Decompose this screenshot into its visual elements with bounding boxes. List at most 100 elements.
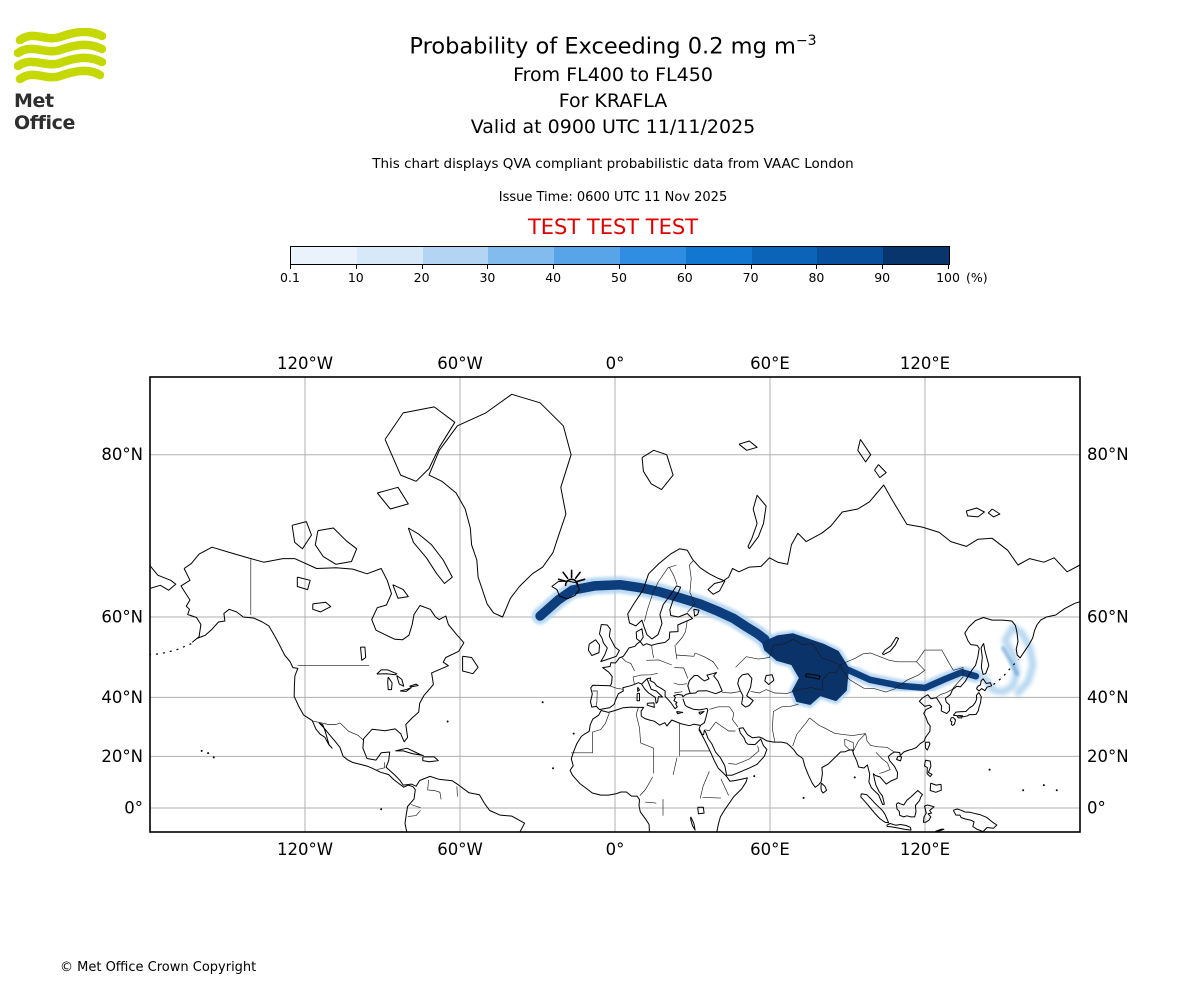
colorbar-tick bbox=[750, 264, 752, 269]
y-axis-label-right: 80°N bbox=[1087, 445, 1129, 464]
coastline bbox=[569, 698, 709, 832]
x-axis-label-bottom: 60°W bbox=[437, 840, 483, 859]
coastline bbox=[738, 440, 758, 451]
country-border bbox=[936, 689, 953, 698]
colorbar-tick bbox=[487, 264, 489, 269]
colorbar-tick bbox=[684, 264, 686, 269]
volcano-ray-icon bbox=[562, 571, 569, 580]
country-border bbox=[709, 706, 730, 710]
coastline bbox=[820, 782, 828, 794]
country-border bbox=[651, 645, 655, 658]
volcano-ray-icon bbox=[557, 578, 567, 583]
colorbar-tick bbox=[421, 264, 423, 269]
colorbar-tick-label: 30 bbox=[479, 270, 496, 285]
colorbar-tick bbox=[948, 264, 949, 269]
country-border bbox=[771, 711, 776, 743]
x-axis-label-top: 0° bbox=[606, 354, 625, 373]
country-border bbox=[840, 652, 926, 693]
coastline bbox=[409, 683, 419, 688]
colorbar-tick-labels: 0.1 10 20 30 40 50 60 70 80 90 100 bbox=[280, 270, 960, 286]
coastline bbox=[180, 568, 416, 832]
country-border bbox=[699, 771, 710, 799]
volcano-ray-icon bbox=[576, 578, 586, 583]
coastline bbox=[949, 717, 956, 726]
subtitle-volcano: For KRAFLA bbox=[558, 89, 668, 112]
country-border bbox=[610, 685, 624, 690]
coastline bbox=[296, 576, 311, 591]
plume-far-east-hook bbox=[981, 623, 1037, 697]
colorbar-segment bbox=[422, 247, 489, 264]
country-border bbox=[673, 682, 688, 686]
country-border bbox=[645, 801, 657, 804]
country-border bbox=[646, 659, 672, 666]
volcano-dome-icon bbox=[564, 578, 579, 587]
volcano-ray-icon bbox=[574, 571, 581, 580]
y-axis-label-left: 40°N bbox=[101, 688, 143, 707]
country-border bbox=[675, 620, 688, 646]
coastline bbox=[698, 729, 748, 832]
island-dot bbox=[552, 767, 554, 770]
island-dot bbox=[753, 775, 756, 778]
coastline bbox=[698, 601, 1080, 805]
x-axis-label-top: 60°E bbox=[750, 354, 790, 373]
coastline bbox=[462, 655, 479, 675]
plume-west-band bbox=[535, 579, 770, 645]
coastline bbox=[860, 793, 890, 824]
test-banner: TEST TEST TEST bbox=[527, 214, 699, 239]
colorbar-tick-label: 70 bbox=[742, 270, 759, 285]
colorbar-tick-label: 90 bbox=[874, 270, 891, 285]
island-dot bbox=[802, 796, 805, 799]
colorbar-segment bbox=[619, 247, 686, 264]
island-dot bbox=[1042, 784, 1045, 787]
plume-hook-streak bbox=[1001, 646, 1019, 676]
colorbar-segment bbox=[817, 247, 884, 264]
kuril-islands bbox=[993, 659, 1019, 685]
x-axis-label-bottom: 120°E bbox=[900, 840, 950, 859]
coastline bbox=[922, 804, 935, 823]
y-axis-label-right: 20°N bbox=[1087, 747, 1129, 766]
country-border bbox=[427, 779, 442, 800]
colorbar-ticks bbox=[290, 264, 950, 270]
coastline bbox=[697, 806, 705, 815]
coastline bbox=[590, 484, 1080, 711]
colorbar-segment bbox=[685, 247, 752, 264]
island-dot bbox=[988, 768, 991, 771]
island-dot bbox=[380, 808, 383, 811]
island-arcs bbox=[150, 643, 1019, 685]
title-superscript: −3 bbox=[795, 33, 817, 49]
x-axis-label-top: 60°W bbox=[437, 354, 483, 373]
coastline bbox=[641, 449, 674, 491]
page-title: Probability of Exceeding 0.2 mg m−3 bbox=[409, 33, 817, 60]
country-border bbox=[621, 656, 635, 672]
country-border bbox=[865, 733, 895, 753]
coastline bbox=[376, 669, 398, 676]
plume-core-region bbox=[762, 633, 849, 705]
met-office-wordmark: Met Office bbox=[14, 90, 75, 134]
y-axis-label-left: 20°N bbox=[101, 747, 143, 766]
coastline bbox=[360, 646, 367, 661]
colorbar-segment bbox=[751, 247, 818, 264]
coastline bbox=[924, 741, 931, 751]
coastline bbox=[587, 639, 600, 656]
coastline bbox=[392, 584, 409, 599]
coastline bbox=[896, 755, 903, 762]
coastline bbox=[399, 687, 412, 692]
coastline bbox=[857, 439, 872, 463]
x-axis-label-top: 120°W bbox=[277, 354, 333, 373]
coastline bbox=[747, 494, 767, 550]
country-border bbox=[844, 738, 854, 752]
map-frame bbox=[149, 376, 1081, 833]
country-borders bbox=[250, 559, 964, 817]
colorbar-tick-label: 60 bbox=[676, 270, 693, 285]
country-border bbox=[672, 757, 678, 775]
colorbar-segment bbox=[883, 247, 949, 264]
colorbar-tick-label: 0.1 bbox=[280, 270, 300, 285]
coastline bbox=[376, 486, 409, 510]
country-border bbox=[674, 691, 683, 694]
colorbar-tick bbox=[619, 264, 620, 269]
colorbar-tick bbox=[882, 264, 884, 269]
country-border bbox=[715, 721, 736, 732]
coastline bbox=[676, 711, 684, 715]
colorbar-segment bbox=[291, 247, 357, 264]
coastline bbox=[980, 643, 990, 675]
